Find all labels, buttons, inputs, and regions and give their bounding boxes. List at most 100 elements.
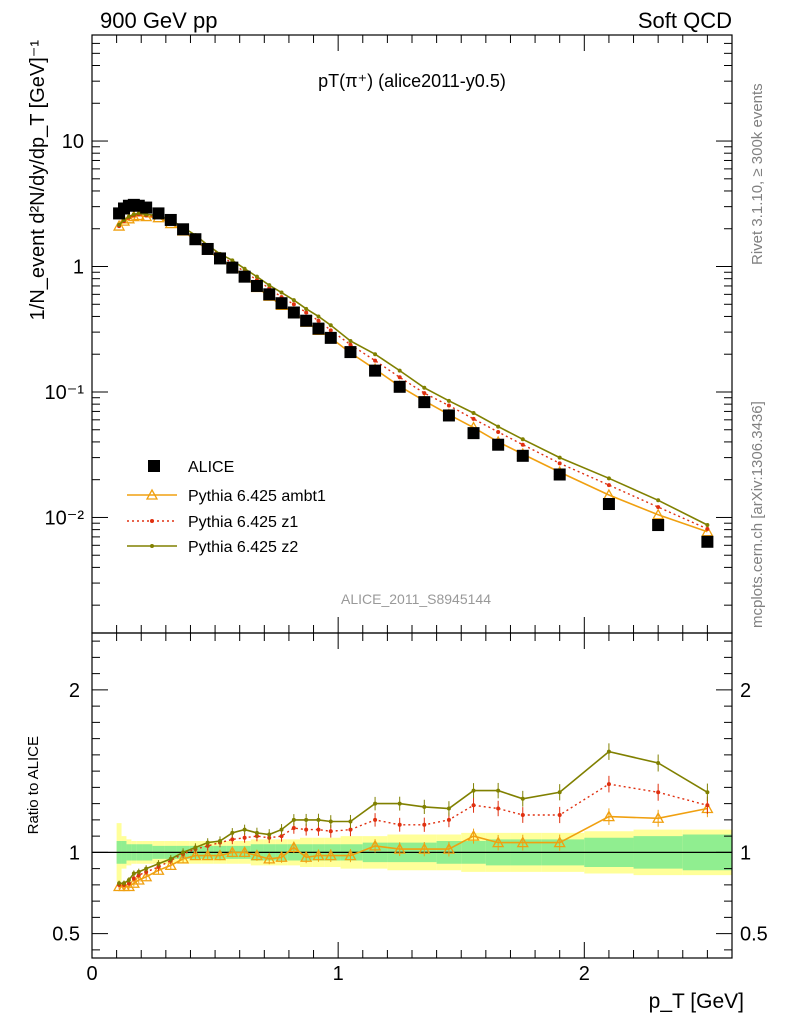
ratio-tick-label-left: 2: [69, 680, 80, 702]
series-point-2: [496, 429, 501, 434]
ratio-point-3: [557, 790, 562, 795]
ratio-tick-label-left: 0.5: [52, 924, 80, 946]
legend-label: ALICE: [188, 459, 234, 476]
ratio-tick-label-right: 0.5: [740, 924, 768, 946]
legend-marker-3: [150, 544, 154, 548]
ratio-point-1: [238, 846, 251, 858]
series-point-3: [254, 274, 259, 279]
side-text-mcplots: mcplots.cern.ch [arXiv:1306.3436]: [749, 401, 766, 628]
plot-title: pT(π⁺) (alice2011-y0.5): [318, 71, 506, 91]
ratio-point-1: [226, 846, 239, 858]
ratio-point-3: [348, 819, 353, 824]
ratio-point-1: [442, 842, 456, 854]
series-point-3: [397, 368, 402, 373]
ratio-tick-label-right: 1: [740, 842, 751, 864]
y-tick-label: 10⁻²: [45, 507, 85, 529]
series-point-3: [328, 323, 333, 328]
series-point-3: [131, 212, 136, 217]
series-point-3: [304, 306, 309, 311]
ratio-point-2: [705, 803, 710, 808]
series-point-2: [422, 391, 427, 396]
ratio-point-1: [393, 842, 406, 854]
data-point-alice: [652, 519, 665, 532]
ratio-point-3: [126, 878, 131, 882]
data-point-alice: [344, 346, 357, 359]
ratio-point-3: [193, 845, 198, 850]
series-point-3: [557, 455, 562, 460]
ratio-point-1: [140, 870, 153, 882]
ratio-point-3: [218, 839, 222, 843]
series-point-2: [373, 358, 378, 363]
ratio-point-1: [152, 863, 165, 875]
y-tick-label: 10: [62, 131, 84, 153]
ratio-point-3: [373, 801, 378, 806]
ratio-point-2: [520, 813, 525, 817]
legend-label: Pythia 6.425 z2: [188, 539, 298, 556]
series-point-3: [520, 437, 525, 442]
series-point-3: [230, 258, 235, 263]
series-point-3: [242, 266, 247, 271]
ratio-point-3: [122, 881, 126, 886]
series-line-3: [118, 212, 708, 526]
x-axis-label: p_T [GeV]: [649, 990, 744, 1013]
header-right: Soft QCD: [638, 8, 732, 33]
series-point-2: [316, 318, 321, 323]
data-point-alice: [602, 498, 615, 511]
ratio-point-1: [324, 849, 337, 861]
ratio-point-2: [471, 803, 476, 808]
ratio-point-3: [397, 801, 402, 806]
series-point-3: [126, 214, 131, 219]
ratio-point-2: [230, 837, 235, 842]
ratio-point-2: [328, 829, 333, 834]
series-point-3: [117, 222, 122, 227]
data-point-alice: [701, 535, 714, 548]
series-point-3: [656, 498, 661, 503]
ratio-point-3: [328, 819, 333, 824]
ratio-point-3: [181, 850, 186, 855]
data-point-alice: [467, 427, 480, 440]
ratio-point-2: [131, 876, 136, 881]
ratio-point-1: [213, 849, 227, 861]
series-point-3: [267, 283, 272, 288]
ratio-point-1: [164, 859, 177, 871]
ratio-point-1: [127, 876, 140, 888]
ratio-point-3: [267, 832, 272, 837]
ratio-point-2: [422, 822, 427, 827]
ratio-point-1: [602, 810, 616, 822]
ratio-point-1: [189, 849, 202, 861]
series-point-2: [520, 442, 525, 447]
y-tick-label: 10⁻¹: [45, 382, 85, 404]
ratio-point-3: [705, 790, 710, 795]
ratio-point-3: [136, 869, 141, 874]
ratio-tick-label-right: 2: [740, 680, 751, 702]
series-point-3: [471, 411, 476, 416]
ratio-point-3: [205, 840, 210, 845]
ratio-point-1: [275, 850, 288, 862]
ratio-point-3: [656, 761, 661, 765]
ratio-point-3: [144, 866, 149, 871]
series-point-3: [496, 424, 501, 429]
data-point-alice: [140, 201, 153, 214]
series-point-1: [652, 508, 665, 520]
data-point-alice: [553, 468, 566, 481]
legend-marker-2: [150, 519, 154, 523]
ratio-point-1: [492, 836, 505, 848]
series-point-2: [606, 483, 611, 488]
ratio-point-2: [304, 827, 309, 832]
ratio-point-3: [156, 861, 161, 866]
watermark: ALICE_2011_S8945144: [341, 591, 491, 607]
legend-label: Pythia 6.425 ambt1: [188, 488, 326, 505]
x-tick-label: 0: [86, 963, 97, 985]
data-point-alice: [492, 438, 505, 451]
data-point-alice: [369, 364, 382, 377]
ratio-point-3: [242, 827, 247, 832]
series-point-1: [140, 210, 153, 222]
ratio-point-3: [446, 806, 451, 811]
ratio-tick-label-left: 1: [69, 842, 80, 864]
ratio-point-3: [117, 881, 122, 886]
series-point-3: [316, 314, 321, 319]
ratio-point-1: [467, 829, 480, 841]
series-point-2: [705, 526, 710, 531]
data-point-alice: [418, 396, 431, 409]
